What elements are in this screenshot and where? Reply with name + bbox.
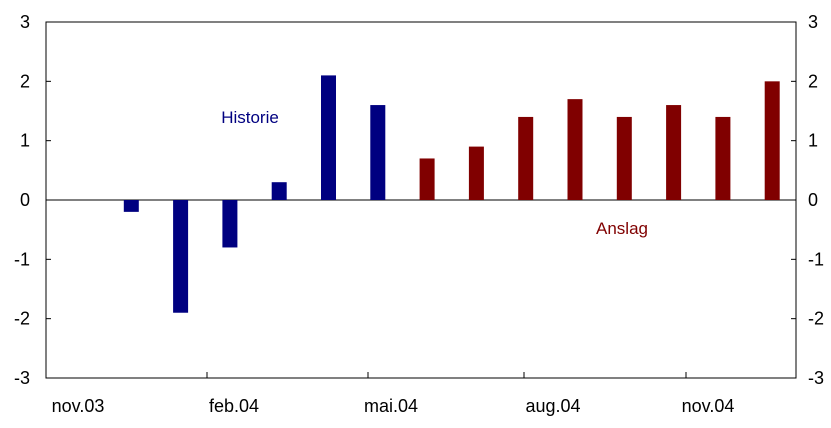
bar-anslag-5: [666, 105, 682, 200]
bar-historie-2: [222, 200, 238, 248]
y-tick-label-right: 1: [808, 131, 818, 151]
bar-anslag-6: [715, 116, 731, 200]
bar-historie-1: [173, 200, 189, 313]
x-tick-label: aug.04: [525, 396, 580, 416]
y-tick-label-right: -1: [808, 249, 824, 269]
x-tick-label: mai.04: [364, 396, 418, 416]
bar-anslag-0: [419, 158, 435, 200]
y-tick-label-right: -2: [808, 309, 824, 329]
y-tick-label-left: 0: [20, 190, 30, 210]
bar-anslag-2: [518, 116, 534, 200]
bar-anslag-3: [567, 99, 583, 200]
y-tick-label-left: 1: [20, 131, 30, 151]
y-tick-label-right: 2: [808, 71, 818, 91]
y-tick-label-left: -1: [14, 249, 30, 269]
annotation-historie: Historie: [221, 108, 279, 127]
bar-historie-4: [321, 75, 336, 200]
x-tick-label: nov.03: [52, 396, 105, 416]
bar-historie-0: [123, 200, 139, 212]
y-tick-label-right: 0: [808, 190, 818, 210]
bar-anslag-7: [764, 81, 780, 200]
y-tick-label-left: -2: [14, 309, 30, 329]
y-tick-label-right: 3: [808, 12, 818, 32]
bar-anslag-4: [616, 116, 632, 200]
bar-historie-3: [271, 182, 287, 200]
y-tick-label-left: -3: [14, 368, 30, 388]
x-tick-label: nov.04: [682, 396, 735, 416]
y-tick-label-left: 2: [20, 71, 30, 91]
x-tick-label: feb.04: [209, 396, 259, 416]
y-tick-label-left: 3: [20, 12, 30, 32]
bar-anslag-1: [468, 146, 484, 200]
annotation-anslag: Anslag: [596, 219, 648, 238]
y-tick-label-right: -3: [808, 368, 824, 388]
bar-historie-5: [370, 105, 386, 200]
